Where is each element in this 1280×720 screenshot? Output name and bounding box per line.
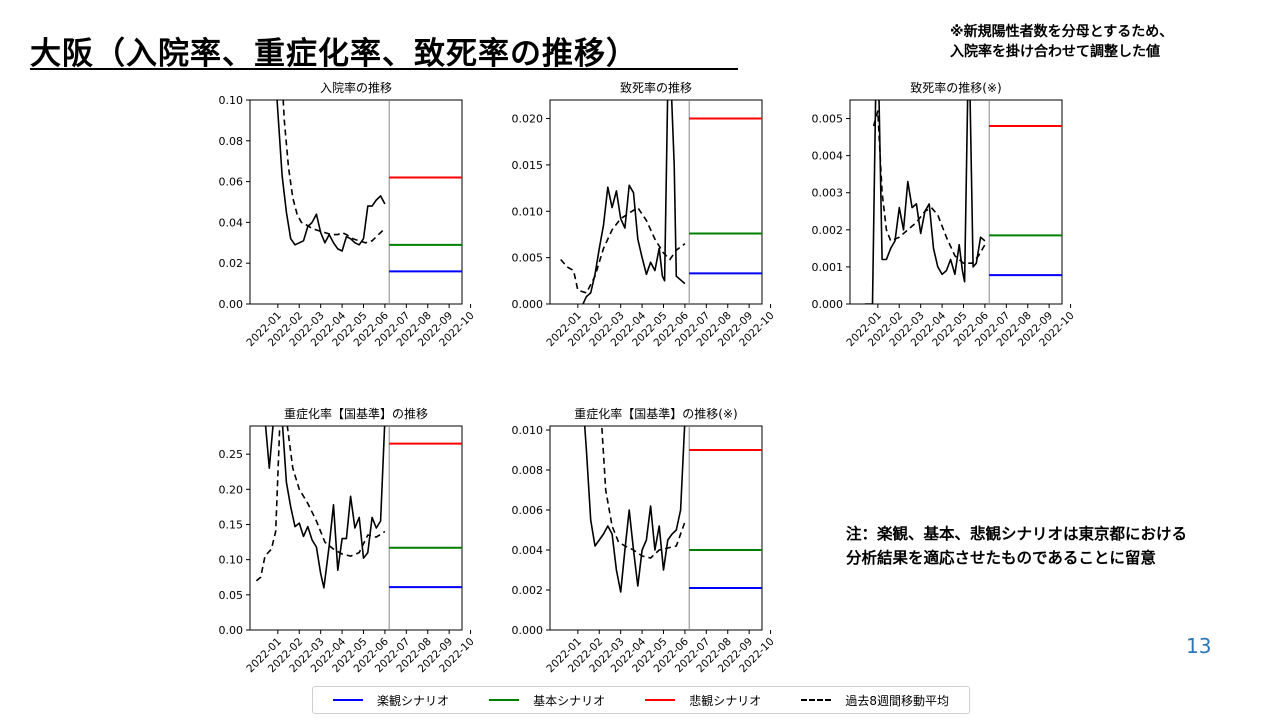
y-tick-label: 0.008 xyxy=(512,464,544,477)
y-tick-label: 0.000 xyxy=(512,298,544,311)
adjustment-note: ※新規陽性者数を分母とするため、 入院率を掛け合わせて調整した値 xyxy=(950,22,1250,62)
legend-label-pessimistic: 悲観シナリオ xyxy=(689,693,762,708)
y-tick-label: 0.005 xyxy=(812,113,844,126)
actual-rate-line xyxy=(583,426,686,593)
page-title: 大阪（入院率、重症化率、致死率の推移） xyxy=(30,36,638,72)
actual-rate-line xyxy=(264,426,386,589)
y-tick-label: 0.08 xyxy=(219,135,244,148)
scenario-note-line-2: 分析結果を適応させたものであることに留意 xyxy=(846,549,1156,567)
legend-item-pessimistic: 悲観シナリオ xyxy=(645,692,761,709)
y-tick-label: 0.000 xyxy=(512,624,544,637)
chart-title: 入院率の推移 xyxy=(320,80,392,95)
chart-hospitalization-rate: 入院率の推移0.000.020.040.060.080.102022-01202… xyxy=(219,80,477,349)
plot-frame xyxy=(549,99,763,305)
moving-average-line xyxy=(872,110,986,264)
y-tick-label: 0.10 xyxy=(219,554,244,567)
legend-item-base: 基本シナリオ xyxy=(489,692,605,709)
actual-rate-line xyxy=(276,100,386,252)
moving-average-line xyxy=(600,426,686,559)
legend-swatch-optimistic xyxy=(333,699,364,701)
y-tick-label: 0.003 xyxy=(812,187,844,200)
moving-average-line xyxy=(560,206,686,294)
plot-frame xyxy=(249,99,463,305)
scenario-note: 注：楽観、基本、悲観シナリオは東京都における 分析結果を適応させたものであること… xyxy=(846,522,1266,570)
y-tick-label: 0.004 xyxy=(512,544,544,557)
moving-average-line xyxy=(282,100,386,244)
chart-severe-rate: 重症化率【国基準】の推移0.000.050.100.150.200.252022… xyxy=(219,406,477,675)
legend-label-base: 基本シナリオ xyxy=(533,693,606,708)
y-tick-label: 0.000 xyxy=(812,298,844,311)
y-tick-label: 0.02 xyxy=(219,257,244,270)
y-tick-label: 0.015 xyxy=(512,159,544,172)
legend-item-optimistic: 楽観シナリオ xyxy=(333,692,449,709)
chart-severe-rate-adjusted: 重症化率【国基準】の推移(※) 0.000 0.002 0.004 0.006 0.008… xyxy=(512,406,777,675)
chart-title: 致死率の推移 xyxy=(620,80,692,95)
y-tick-label: 0.002 xyxy=(812,224,844,237)
chart-title: 致死率の推移(※) xyxy=(910,80,1001,95)
adjustment-note-line-1: ※新規陽性者数を分母とするため、 xyxy=(950,24,1174,40)
chart-fatality-rate-adjusted: 致死率の推移(※)0.0000.0010.0020.0030.0040.0052… xyxy=(812,80,1077,349)
chart-fatality-rate: 致死率の推移0.0000.0050.0100.0150.0202022-0120… xyxy=(512,80,777,349)
y-tick-label: 0.010 xyxy=(512,205,544,218)
y-tick-label: 0.05 xyxy=(219,589,244,602)
y-tick-label: 0.15 xyxy=(219,518,244,531)
adjustment-note-line-2: 入院率を掛け合わせて調整した値 xyxy=(950,44,1160,60)
chart-title: 重症化率【国基準】の推移(※) xyxy=(574,406,737,421)
y-tick-label: 0.06 xyxy=(219,176,244,189)
legend-swatch-moving-average xyxy=(801,699,832,701)
actual-rate-line xyxy=(865,100,986,304)
chart-title: 重症化率【国基準】の推移 xyxy=(284,406,428,421)
plot-frame xyxy=(249,425,463,631)
scenario-note-line-1: 注：楽観、基本、悲観シナリオは東京都における xyxy=(846,525,1188,543)
y-tick-label: 0.005 xyxy=(512,252,544,265)
page-number: 13 xyxy=(1186,634,1212,658)
title-underline xyxy=(30,68,738,70)
legend-swatch-pessimistic xyxy=(645,699,676,701)
y-tick-label: 0.006 xyxy=(512,504,544,517)
moving-average-line xyxy=(255,426,386,582)
legend-label-optimistic: 楽観シナリオ xyxy=(377,693,450,708)
y-tick-label: 0.001 xyxy=(812,261,844,274)
legend: 楽観シナリオ 基本シナリオ 悲観シナリオ 過去8週間移動平均 xyxy=(312,686,970,714)
y-tick-label: 0.04 xyxy=(219,216,244,229)
plot-frame xyxy=(549,425,763,631)
y-tick-label: 0.004 xyxy=(812,150,844,163)
y-tick-label: 0.010 xyxy=(512,424,544,437)
y-tick-label: 0.10 xyxy=(219,94,244,107)
y-tick-label: 0.00 xyxy=(219,298,244,311)
legend-label-moving-average: 過去8週間移動平均 xyxy=(845,693,949,708)
plot-frame xyxy=(849,99,1063,305)
y-tick-label: 0.002 xyxy=(512,584,544,597)
legend-swatch-base xyxy=(489,699,520,701)
legend-item-moving-average: 過去8週間移動平均 xyxy=(801,692,949,709)
y-tick-label: 0.020 xyxy=(512,113,544,126)
y-tick-label: 0.25 xyxy=(219,448,244,461)
actual-rate-line xyxy=(582,100,686,304)
y-tick-label: 0.20 xyxy=(219,483,244,496)
y-tick-label: 0.00 xyxy=(219,624,244,637)
